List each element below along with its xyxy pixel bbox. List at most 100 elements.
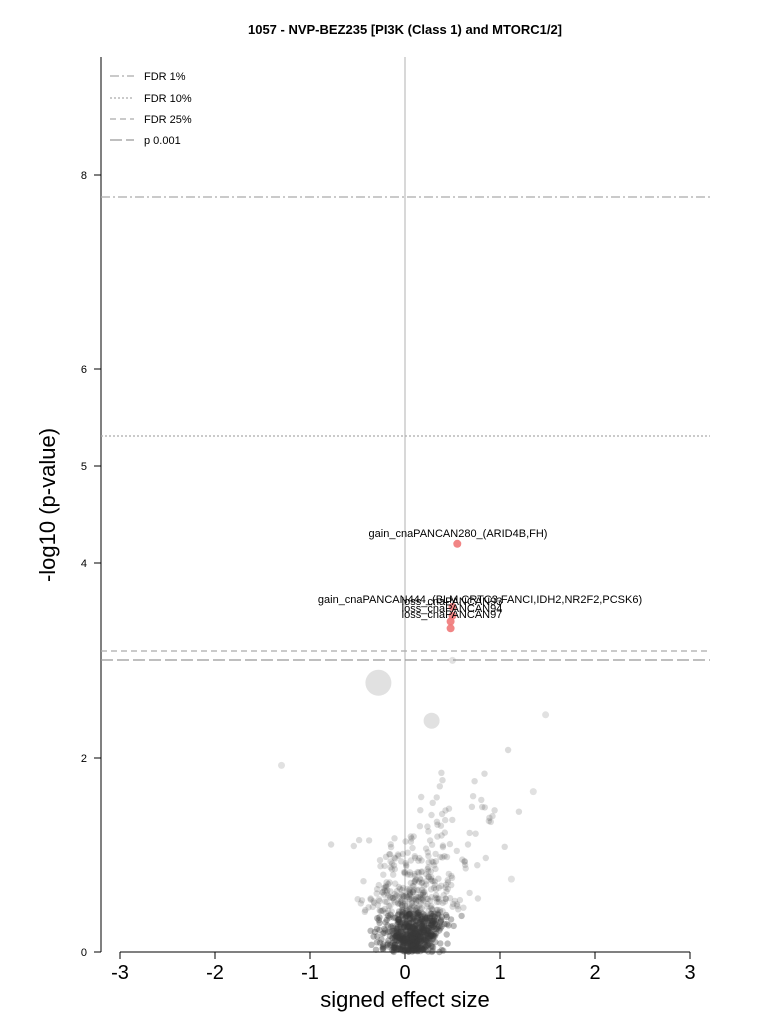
background-point [437, 940, 444, 947]
background-point [424, 938, 431, 945]
background-point [417, 807, 424, 814]
background-point [406, 908, 413, 915]
background-point [398, 891, 405, 898]
background-point [413, 945, 420, 952]
background-point [435, 898, 443, 906]
background-point [361, 908, 368, 915]
background-point [415, 878, 423, 885]
background-point [407, 871, 414, 878]
background-point [411, 937, 418, 944]
background-point [370, 933, 377, 940]
background-point [432, 925, 440, 933]
background-point [408, 932, 415, 939]
background-point [411, 896, 418, 903]
background-point [431, 920, 439, 927]
background-point [394, 911, 402, 918]
background-point [432, 917, 440, 924]
background-point [399, 937, 406, 944]
background-point [408, 945, 416, 952]
background-point [381, 891, 388, 898]
background-point [386, 851, 394, 858]
background-point [408, 904, 415, 911]
background-point [409, 888, 417, 895]
background-point [424, 865, 431, 873]
background-point [417, 891, 425, 899]
background-point [411, 870, 418, 878]
background-point [413, 934, 420, 941]
background-point [395, 934, 402, 941]
background-point [417, 943, 424, 951]
background-point [424, 933, 431, 940]
background-point [410, 889, 417, 896]
background-point [415, 897, 422, 904]
background-point [468, 803, 476, 810]
background-point [416, 935, 424, 942]
background-point [395, 937, 402, 944]
background-point [424, 930, 431, 937]
background-point [421, 918, 428, 925]
background-point [413, 921, 420, 928]
background-point [471, 778, 478, 785]
background-point [399, 907, 406, 914]
background-point [411, 945, 419, 953]
background-point [396, 945, 404, 952]
background-point [426, 837, 434, 844]
background-point [395, 945, 402, 952]
background-point [419, 891, 426, 898]
background-point [412, 854, 419, 862]
background-point [418, 923, 425, 930]
background-point [421, 941, 428, 948]
background-point [376, 926, 383, 934]
background-point [411, 922, 418, 930]
background-point [425, 852, 432, 860]
background-point [437, 925, 444, 932]
background-point [431, 913, 438, 920]
background-point [386, 879, 393, 886]
background-point [400, 946, 408, 954]
background-point [406, 911, 413, 918]
background-point [433, 818, 441, 825]
background-point [409, 947, 417, 955]
background-point [412, 936, 420, 943]
background-point [416, 902, 423, 909]
background-point [504, 746, 512, 754]
background-point [425, 948, 432, 955]
background-point [373, 885, 381, 893]
background-point [407, 838, 415, 845]
background-point [355, 836, 363, 844]
background-point [384, 912, 392, 920]
background-point [396, 938, 403, 945]
background-point [392, 914, 399, 921]
background-point [414, 944, 421, 951]
background-point [474, 895, 482, 902]
background-point [424, 927, 431, 934]
background-point [399, 912, 406, 919]
background-point [414, 904, 421, 912]
background-point [405, 896, 413, 903]
background-point [439, 842, 447, 849]
background-point [399, 908, 406, 916]
background-point [407, 931, 414, 938]
background-point [420, 937, 428, 944]
background-point [414, 868, 421, 876]
background-point [408, 942, 415, 949]
background-point [404, 942, 411, 949]
background-point [407, 941, 414, 949]
background-point [441, 829, 448, 836]
background-point [416, 875, 424, 882]
background-point [427, 932, 434, 940]
background-point [489, 812, 496, 820]
background-point [380, 946, 387, 953]
background-point [374, 901, 381, 909]
background-point [444, 940, 451, 947]
background-point [415, 912, 422, 919]
background-point [401, 935, 408, 943]
background-point [387, 843, 395, 851]
background-point [414, 938, 421, 945]
background-point [429, 920, 436, 927]
background-point [418, 793, 425, 801]
labeled-background-points [278, 656, 550, 883]
background-point [417, 894, 424, 901]
background-point [430, 923, 438, 930]
background-point [408, 894, 415, 901]
